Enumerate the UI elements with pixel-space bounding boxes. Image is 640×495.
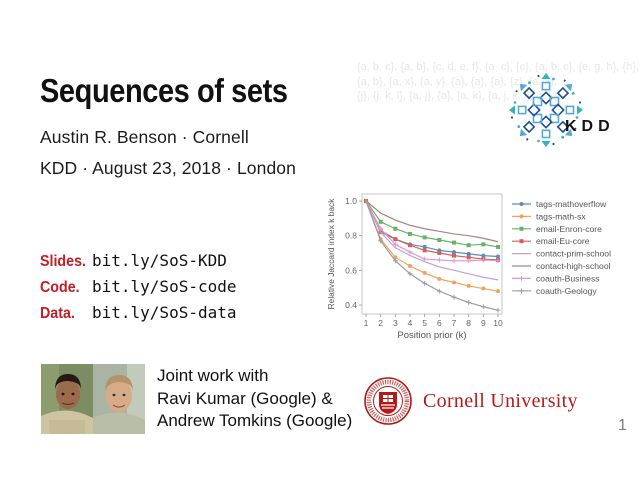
link-url-slides[interactable]: bit.ly/SoS-KDD [92, 251, 227, 270]
kdd-snowflake-icon: KDD [509, 73, 615, 147]
svg-text:9: 9 [481, 318, 486, 328]
svg-text:10: 10 [493, 318, 503, 328]
svg-text:0.6: 0.6 [345, 265, 357, 275]
svg-text:0.4: 0.4 [345, 300, 357, 310]
links-section: Slides. bit.ly/SoS-KDD Code. bit.ly/SoS-… [40, 251, 237, 329]
svg-text:email-Eu-core: email-Eu-core [536, 236, 590, 246]
link-label-slides: Slides. [40, 253, 86, 270]
svg-text:4: 4 [408, 318, 413, 328]
svg-text:1: 1 [364, 318, 369, 328]
link-row-data: Data. bit.ly/SoS-data [40, 303, 237, 329]
svg-text:8: 8 [466, 318, 471, 328]
svg-text:6: 6 [437, 318, 442, 328]
slide-title: Sequences of sets [40, 72, 288, 109]
link-url-code[interactable]: bit.ly/SoS-code [92, 277, 237, 296]
svg-text:tags-math-sx: tags-math-sx [536, 211, 586, 221]
link-label-data: Data. [40, 305, 75, 322]
watermark-line: {a, b, c}, {a, b}, {c, d, e, f}, {a, c},… [357, 61, 640, 73]
svg-text:0.8: 0.8 [345, 231, 357, 241]
link-row-slides: Slides. bit.ly/SoS-KDD [40, 251, 237, 277]
svg-text:tags-mathoverflow: tags-mathoverflow [536, 199, 607, 209]
kdd-logo: KDD [503, 68, 640, 153]
joint-work-line: Joint work with [157, 366, 269, 385]
svg-text:email-Enron-core: email-Enron-core [536, 224, 602, 234]
svg-text:1.0: 1.0 [345, 196, 357, 206]
collaborator-photos [41, 364, 145, 434]
svg-text:3: 3 [393, 318, 398, 328]
svg-text:5: 5 [422, 318, 427, 328]
kdd-logo-text: KDD [565, 118, 615, 135]
svg-text:Relative Jaccard index k back: Relative Jaccard index k back [326, 198, 336, 310]
joint-work-text: Joint work with Ravi Kumar (Google) & An… [157, 365, 352, 433]
svg-text:contact-prim-school: contact-prim-school [536, 249, 611, 259]
svg-text:coauth-Business: coauth-Business [536, 273, 600, 283]
cornell-logo: Cornell University [363, 376, 578, 426]
page-number: 1 [618, 417, 627, 434]
svg-text:Position prior (k): Position prior (k) [397, 330, 466, 341]
watermark-line: {j}, {j, k, l}, {a, j}, {a}, {a, k}, {a,… [357, 90, 573, 102]
joint-work-line: Andrew Tomkins (Google) [157, 411, 353, 430]
cornell-seal-icon [364, 377, 412, 425]
svg-text:contact-high-school: contact-high-school [536, 261, 611, 271]
svg-text:7: 7 [452, 318, 457, 328]
cornell-logo-text: Cornell University [423, 389, 578, 412]
link-row-code: Code. bit.ly/SoS-code [40, 277, 237, 303]
venue-line: KDD · August 23, 2018 · London [40, 158, 296, 178]
link-label-code: Code. [40, 279, 80, 296]
photo-andrew-tomkins [93, 364, 145, 434]
svg-text:coauth-Geology: coauth-Geology [536, 286, 597, 296]
watermark-set-sequences: {a, b, c}, {a, b}, {c, d, e, f}, {a, c},… [357, 60, 640, 104]
benchmark-chart: 0.4 0.6 0.8 1.0 1 2 3 4 5 6 7 8 9 10 Position prior (k… [326, 193, 611, 341]
svg-text:2: 2 [378, 318, 383, 328]
joint-work-line: Ravi Kumar (Google) & [157, 388, 333, 408]
photo-ravi-kumar [41, 364, 93, 434]
chart-container: 0.4 0.6 0.8 1.0 1 2 3 4 5 6 7 8 9 10 Position prior (k… [326, 183, 640, 343]
watermark-line: {a, b}, {a, x}, {a, y}, {a}, {a}, {a}, {… [357, 75, 570, 88]
link-url-data[interactable]: bit.ly/SoS-data [92, 303, 237, 322]
author-line: Austin R. Benson · Cornell [40, 127, 249, 147]
